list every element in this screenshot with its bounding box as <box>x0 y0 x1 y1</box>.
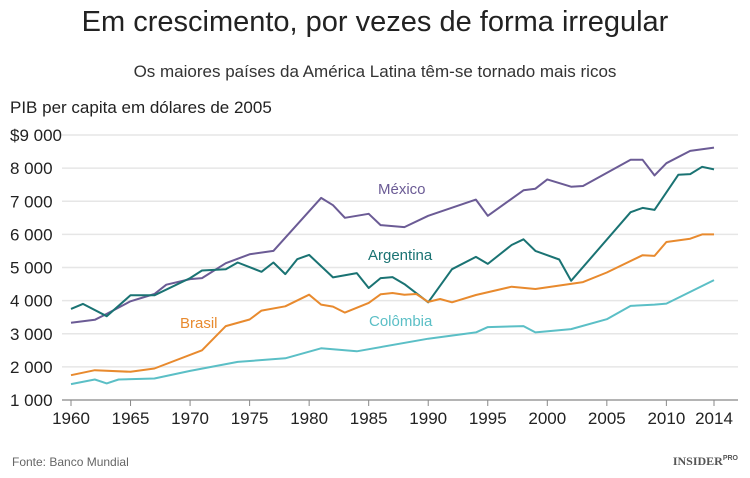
y-tick-label: 2 000 <box>10 358 53 377</box>
x-tick-label: 2005 <box>588 409 626 428</box>
series-label: Argentina <box>368 247 433 264</box>
y-tick-label: 6 000 <box>10 225 53 244</box>
x-tick-label: 1990 <box>409 409 447 428</box>
x-tick-label: 1970 <box>171 409 209 428</box>
x-tick-label: 2000 <box>528 409 566 428</box>
y-tick-label: 4 000 <box>10 292 53 311</box>
x-tick-label: 1995 <box>469 409 507 428</box>
source-note: Fonte: Banco Mundial <box>12 455 129 469</box>
series-line-brasil <box>70 233 714 377</box>
chart-subtitle: Os maiores países da América Latina têm-… <box>133 62 617 81</box>
series-line-méxico <box>70 146 715 324</box>
y-axis-label: PIB per capita em dólares de 2005 <box>10 98 272 117</box>
chart-title: Em crescimento, por vezes de forma irreg… <box>81 6 669 38</box>
y-tick-label: $9 000 <box>10 126 62 145</box>
x-tick-label: 2014 <box>695 409 733 428</box>
series-label: Brasil <box>180 315 218 332</box>
series-line-colômbia <box>70 279 715 386</box>
x-tick-label: 2010 <box>647 409 685 428</box>
y-tick-label: 8 000 <box>10 159 53 178</box>
x-tick-label: 1960 <box>52 409 90 428</box>
y-tick-label: 5 000 <box>10 259 53 278</box>
series-label: México <box>378 181 426 198</box>
x-tick-label: 1985 <box>350 409 388 428</box>
y-tick-label: 3 000 <box>10 325 53 344</box>
x-tick-label: 1980 <box>290 409 328 428</box>
x-tick-label: 1965 <box>112 409 150 428</box>
y-tick-label: 7 000 <box>10 192 53 211</box>
y-tick-label: 1 000 <box>10 391 53 410</box>
x-tick-label: 1975 <box>231 409 269 428</box>
insider-pro-logo: INSIDERPRO <box>672 454 738 468</box>
series-line-argentina <box>70 165 715 318</box>
series-label: Colômbia <box>369 313 433 330</box>
